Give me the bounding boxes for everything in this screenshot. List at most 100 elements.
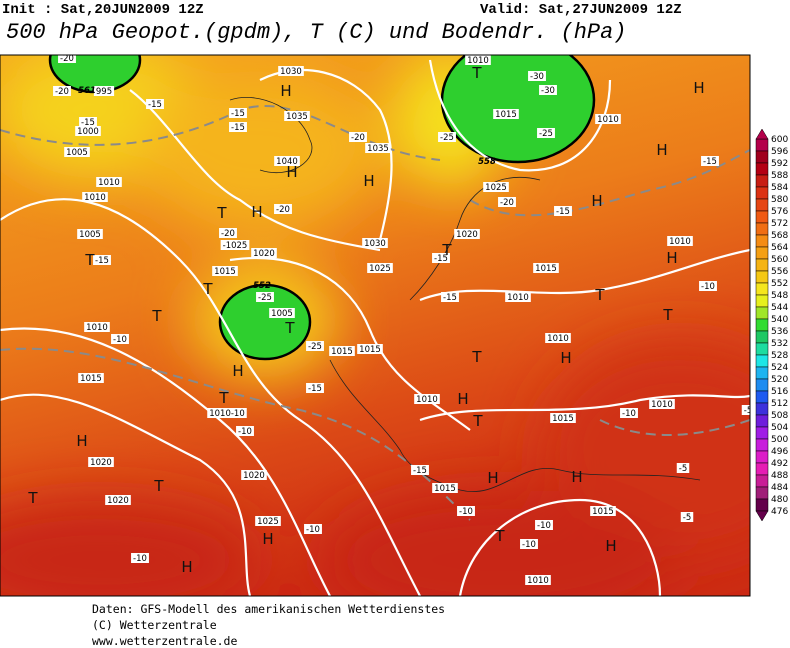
isobar-label: 1035: [286, 112, 308, 122]
colorbar-box: [755, 318, 769, 332]
isobar-label-box: [212, 266, 238, 276]
colorbar-box: [755, 186, 769, 200]
isobar-label-box: [498, 197, 516, 207]
isobar-label: 1010: [86, 323, 108, 333]
pressure-center: H: [262, 530, 273, 548]
isobar-label-box: [438, 132, 456, 142]
pressure-center: H: [591, 192, 602, 210]
isobar-label-box: [229, 108, 247, 118]
isobar-label: 1030: [364, 239, 386, 249]
colorbar-label: 484: [771, 483, 788, 493]
colorbar-label: 540: [771, 315, 788, 325]
isobar-label-box: [432, 483, 458, 493]
colorbar-label: 584: [771, 183, 788, 193]
colorbar-box: [755, 390, 769, 404]
pressure-center: H: [457, 390, 468, 408]
pressure-center: H: [232, 362, 243, 380]
isobar-label: 1005: [271, 309, 293, 319]
pressure-center: T: [202, 280, 213, 298]
isobar-label: 1025: [257, 517, 279, 527]
isobar-label: 1040: [276, 157, 298, 167]
isobar-label-box: [78, 373, 104, 383]
isobar-label: -5: [679, 464, 687, 474]
contour-label: 552: [253, 281, 271, 291]
isobar-label: 1015: [552, 414, 574, 424]
colorbar-arrow: [755, 128, 769, 140]
isobar-label-box: [741, 405, 750, 415]
isobar-label-box: [96, 177, 122, 187]
isobar-label: -15: [148, 100, 162, 110]
colorbar-label: 564: [771, 243, 788, 253]
isobar-label: 1015: [359, 345, 381, 355]
isobar-label-box: [457, 506, 475, 516]
pressure-center: H: [605, 537, 616, 555]
colorbar-label: 528: [771, 351, 788, 361]
colorbar-box: [755, 342, 769, 356]
isobar-label-box: [274, 204, 292, 214]
isobar-label-box: [432, 253, 450, 263]
isobar-label-box: [465, 55, 491, 65]
colorbar-box: [755, 198, 769, 212]
pressure-center: H: [666, 249, 677, 267]
isobar-label-box: [75, 126, 101, 136]
isobar-label: -10: [113, 335, 127, 345]
isobar-label-box: [590, 506, 616, 516]
isobar-label: 1010: [84, 193, 106, 203]
init-time: Init : Sat,20JUN2009 12Z: [2, 2, 204, 18]
isobar-label: 1015: [331, 347, 353, 357]
isobar-label-box: [58, 55, 76, 63]
isobar-label: -10: [459, 507, 473, 517]
pressure-center: T: [284, 319, 295, 337]
isobar-label: -5: [744, 406, 752, 416]
pressure-center: T: [153, 477, 164, 495]
isobar-label: -5: [683, 513, 691, 523]
low-center: [218, 283, 312, 361]
colorbar-label: 596: [771, 147, 788, 157]
isobar-label-box: [595, 114, 621, 124]
colorbar-box: [755, 462, 769, 476]
isobar-label-box: [278, 66, 304, 76]
isobar-label: -15: [231, 109, 245, 119]
isobar-label-box: [207, 408, 247, 418]
isobar-label: -25: [308, 342, 322, 352]
pressure-center: T: [216, 204, 227, 222]
isobar-label-box: [365, 143, 391, 153]
colorbar-label: 576: [771, 207, 788, 217]
contour-label: 558: [478, 157, 496, 167]
coastlines: [229, 97, 701, 492]
pressure-center: H: [286, 163, 297, 181]
isobar-label-box: [441, 292, 459, 302]
isobar-label: 1020: [456, 230, 478, 240]
colorbar-label: 572: [771, 219, 788, 229]
colorbar-box: [755, 438, 769, 452]
pressure-center: H: [363, 172, 374, 190]
isobar-label: -10: [238, 427, 252, 437]
pressure-center: H: [656, 141, 667, 159]
isobar-label-box: [241, 470, 267, 480]
isobar-label: -15: [434, 254, 448, 264]
isobar-label: 1015: [535, 264, 557, 274]
colorbar-label: 588: [771, 171, 788, 181]
isobar-label-box: [533, 263, 559, 273]
isobar-label: -15: [443, 293, 457, 303]
colorbar-label: 532: [771, 339, 788, 349]
isobar-label: -20: [60, 54, 74, 64]
colorbar-box: [755, 402, 769, 416]
pressure-center: H: [76, 432, 87, 450]
map-labels: -20-20 995-15-151000-15-1510301035-201035…: [27, 54, 752, 586]
isobar-label-box: [256, 292, 274, 302]
pressure-center: H: [487, 469, 498, 487]
colorbar-label: 512: [771, 399, 788, 409]
footer-line: Daten: GFS-Modell des amerikanischen Wet…: [92, 602, 445, 616]
isobar-label-box: [649, 399, 675, 409]
isobar-label-box: [105, 495, 131, 505]
colorbar-box: [755, 282, 769, 296]
isobar-label-box: [483, 182, 509, 192]
isobar-label-box: [539, 85, 557, 95]
colorbar-label: 492: [771, 459, 788, 469]
colorbar-label: 524: [771, 363, 788, 373]
isobar-label: 1010: [651, 400, 673, 410]
isobar-label: -10: [306, 525, 320, 535]
isobar-label-box: [362, 238, 388, 248]
isobar-label: 1010: [547, 334, 569, 344]
